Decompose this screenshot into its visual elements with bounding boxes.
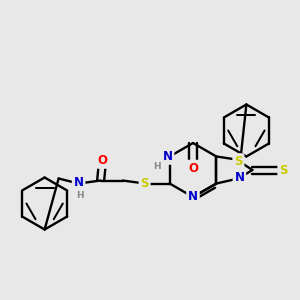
Text: S: S — [234, 155, 243, 168]
Text: S: S — [279, 164, 288, 176]
Text: N: N — [74, 176, 84, 189]
Text: N: N — [188, 190, 198, 202]
Text: N: N — [234, 171, 244, 184]
Text: O: O — [188, 161, 198, 175]
Text: H: H — [153, 162, 160, 171]
Text: N: N — [163, 150, 172, 163]
Text: H: H — [76, 191, 83, 200]
Text: S: S — [140, 177, 149, 190]
Text: O: O — [98, 154, 108, 167]
